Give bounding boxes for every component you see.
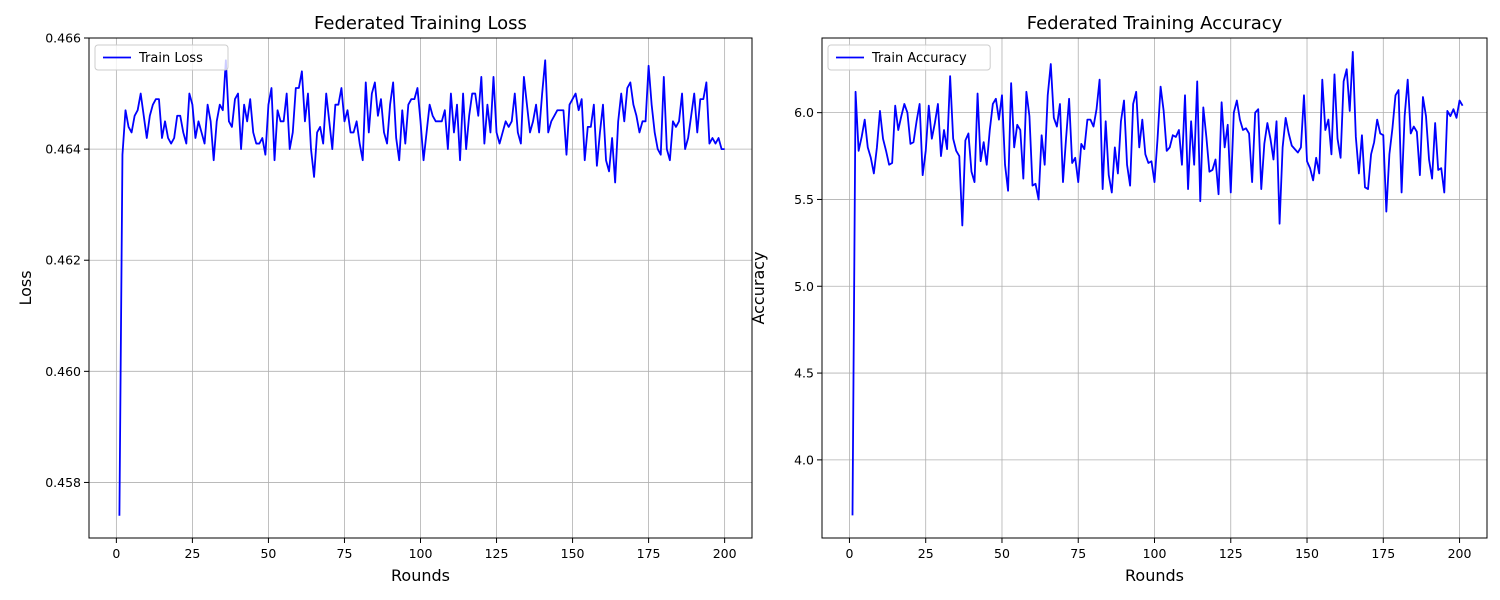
loss-y-tick-label: 0.466: [45, 31, 81, 46]
accuracy-x-tick-label: 175: [1371, 546, 1395, 561]
loss-x-tick-label: 150: [561, 546, 585, 561]
accuracy-x-axis-label: Rounds: [1125, 566, 1184, 585]
loss-y-axis-label: Loss: [16, 270, 35, 305]
loss-y-tick-label: 0.460: [45, 364, 81, 379]
accuracy-x-tick-label: 100: [1143, 546, 1167, 561]
loss-chart: 0 25 50 75 100 125 150 175 200 0.458 0.460 0.462 0.4…: [16, 13, 753, 585]
accuracy-x-tick-label: 125: [1219, 546, 1243, 561]
accuracy-y-tick-label: 4.5: [794, 366, 814, 381]
loss-y-tick-label: 0.462: [45, 253, 81, 268]
loss-legend-label: Train Loss: [138, 51, 203, 66]
loss-x-tick-label: 200: [713, 546, 737, 561]
accuracy-x-tick-label: 200: [1448, 546, 1472, 561]
accuracy-x-tick-label: 0: [845, 546, 853, 561]
loss-x-tick-label: 25: [184, 546, 200, 561]
loss-legend: Train Loss: [94, 44, 229, 71]
accuracy-legend: Train Accuracy: [827, 44, 991, 71]
accuracy-x-tick-label: 25: [918, 546, 934, 561]
accuracy-y-tick-label: 4.0: [794, 452, 814, 467]
loss-series-line: [118, 59, 725, 516]
accuracy-y-axis-label: Accuracy: [749, 251, 768, 324]
loss-legend-box: [94, 44, 229, 71]
loss-x-tick-label: 50: [260, 546, 276, 561]
loss-x-tick-label: 0: [112, 546, 120, 561]
loss-x-tick-label: 100: [409, 546, 433, 561]
accuracy-chart-title: Federated Training Accuracy: [1027, 13, 1283, 34]
loss-y-tick-label: 0.464: [45, 142, 81, 157]
accuracy-chart: 0 25 50 75 100 125 150 175 200 4.0 4.5 5.0 5.5 6.0 Fed…: [749, 13, 1488, 585]
loss-chart-title: Federated Training Loss: [314, 13, 527, 34]
accuracy-y-tick-label: 6.0: [794, 105, 814, 120]
loss-x-tick-label: 75: [337, 546, 353, 561]
accuracy-x-tick-label: 50: [994, 546, 1010, 561]
accuracy-y-tick-label: 5.0: [794, 279, 814, 294]
accuracy-x-tick-label: 150: [1295, 546, 1319, 561]
accuracy-x-tick-label: 75: [1070, 546, 1086, 561]
accuracy-series-line: [851, 50, 1464, 516]
accuracy-legend-label: Train Accuracy: [871, 51, 967, 66]
loss-x-tick-label: 125: [485, 546, 509, 561]
accuracy-legend-box: [827, 44, 991, 71]
accuracy-y-tick-label: 5.5: [794, 192, 814, 207]
loss-x-tick-label: 175: [637, 546, 661, 561]
loss-x-axis-label: Rounds: [391, 566, 450, 585]
loss-y-tick-label: 0.458: [45, 475, 81, 490]
